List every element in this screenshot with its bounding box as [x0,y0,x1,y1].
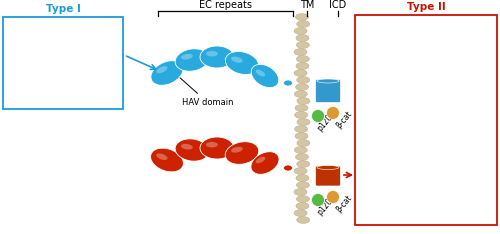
Text: HAV domain: HAV domain [180,78,234,107]
Text: EC repeats: EC repeats [199,0,252,10]
Text: Type II: Type II [406,2,446,12]
Text: Cdh8: Cdh8 [361,66,384,76]
Ellipse shape [294,189,307,195]
Text: Cdh24: Cdh24 [361,201,389,211]
Ellipse shape [296,161,310,167]
Text: Cdh22: Cdh22 [361,186,389,195]
Ellipse shape [151,61,183,85]
Ellipse shape [294,210,307,216]
Ellipse shape [200,137,234,159]
Ellipse shape [326,190,340,204]
Ellipse shape [284,80,292,86]
Text: ICD: ICD [330,0,346,10]
Ellipse shape [181,144,193,150]
Ellipse shape [175,49,209,71]
Ellipse shape [296,21,310,27]
Ellipse shape [231,147,242,153]
Text: Cdh11 (OB-cad): Cdh11 (OB-cad) [361,111,430,121]
Text: Cdh5 (VE-cad): Cdh5 (VE-cad) [361,22,423,30]
Ellipse shape [312,194,324,206]
Ellipse shape [181,54,193,60]
Text: Cdh15 (M-cad): Cdh15 (M-cad) [9,84,72,92]
Ellipse shape [296,35,309,41]
Ellipse shape [294,69,307,76]
Ellipse shape [326,106,340,120]
Text: Cdh6 (K-cad): Cdh6 (K-cad) [361,37,416,45]
Ellipse shape [296,182,310,188]
Ellipse shape [296,14,308,20]
Text: TM: TM [300,0,314,10]
Text: Cdh20: Cdh20 [361,172,389,180]
Ellipse shape [206,51,218,56]
Text: β-cat: β-cat [334,193,353,214]
FancyBboxPatch shape [316,166,340,186]
Text: Cdh3 (P-cad): Cdh3 (P-cad) [9,54,64,62]
Ellipse shape [296,42,310,48]
Ellipse shape [206,142,218,147]
Ellipse shape [294,126,308,132]
Ellipse shape [296,175,309,181]
Ellipse shape [200,46,234,68]
Ellipse shape [175,139,209,161]
Ellipse shape [317,79,339,83]
Text: Cdh2 (N-cad): Cdh2 (N-cad) [9,39,66,48]
Ellipse shape [294,168,307,174]
Ellipse shape [296,63,309,69]
Ellipse shape [296,203,309,209]
Ellipse shape [251,64,279,88]
Ellipse shape [256,157,266,163]
Text: Cdh9 (T1-cad): Cdh9 (T1-cad) [361,81,422,91]
Ellipse shape [296,56,310,62]
FancyBboxPatch shape [355,15,497,225]
Ellipse shape [156,66,168,73]
Ellipse shape [231,57,242,63]
Ellipse shape [295,105,308,111]
FancyBboxPatch shape [3,17,123,109]
Ellipse shape [296,77,310,83]
Ellipse shape [297,98,310,104]
Ellipse shape [296,217,310,223]
Ellipse shape [295,133,308,139]
Ellipse shape [156,154,168,160]
Ellipse shape [150,148,184,172]
Text: β-cat: β-cat [334,109,353,130]
Ellipse shape [296,154,308,160]
Ellipse shape [312,110,324,123]
Text: Cdh19: Cdh19 [361,157,389,165]
Ellipse shape [297,140,310,146]
Ellipse shape [294,28,307,34]
Text: p120: p120 [315,196,334,217]
Text: Cdh10 (T2-cad): Cdh10 (T2-cad) [361,96,428,106]
Ellipse shape [294,49,307,55]
Ellipse shape [284,165,292,171]
Text: p120: p120 [315,112,334,133]
Text: Cdh7: Cdh7 [361,51,384,61]
Text: Cdh18: Cdh18 [361,142,389,150]
FancyBboxPatch shape [316,80,340,102]
Ellipse shape [296,196,310,202]
Ellipse shape [256,69,265,77]
Ellipse shape [296,84,308,90]
Ellipse shape [251,152,279,174]
Text: Cdh4 (R-cad): Cdh4 (R-cad) [9,69,65,77]
Text: Cdh12 (N-cad 2): Cdh12 (N-cad 2) [361,127,432,135]
Ellipse shape [294,112,308,118]
Ellipse shape [294,146,308,154]
Ellipse shape [225,142,259,164]
Ellipse shape [226,51,258,74]
Text: Type I: Type I [46,4,80,14]
Ellipse shape [317,165,339,169]
Ellipse shape [297,119,310,125]
Text: Cdh1 (E-cad): Cdh1 (E-cad) [9,23,65,33]
Ellipse shape [294,91,308,97]
